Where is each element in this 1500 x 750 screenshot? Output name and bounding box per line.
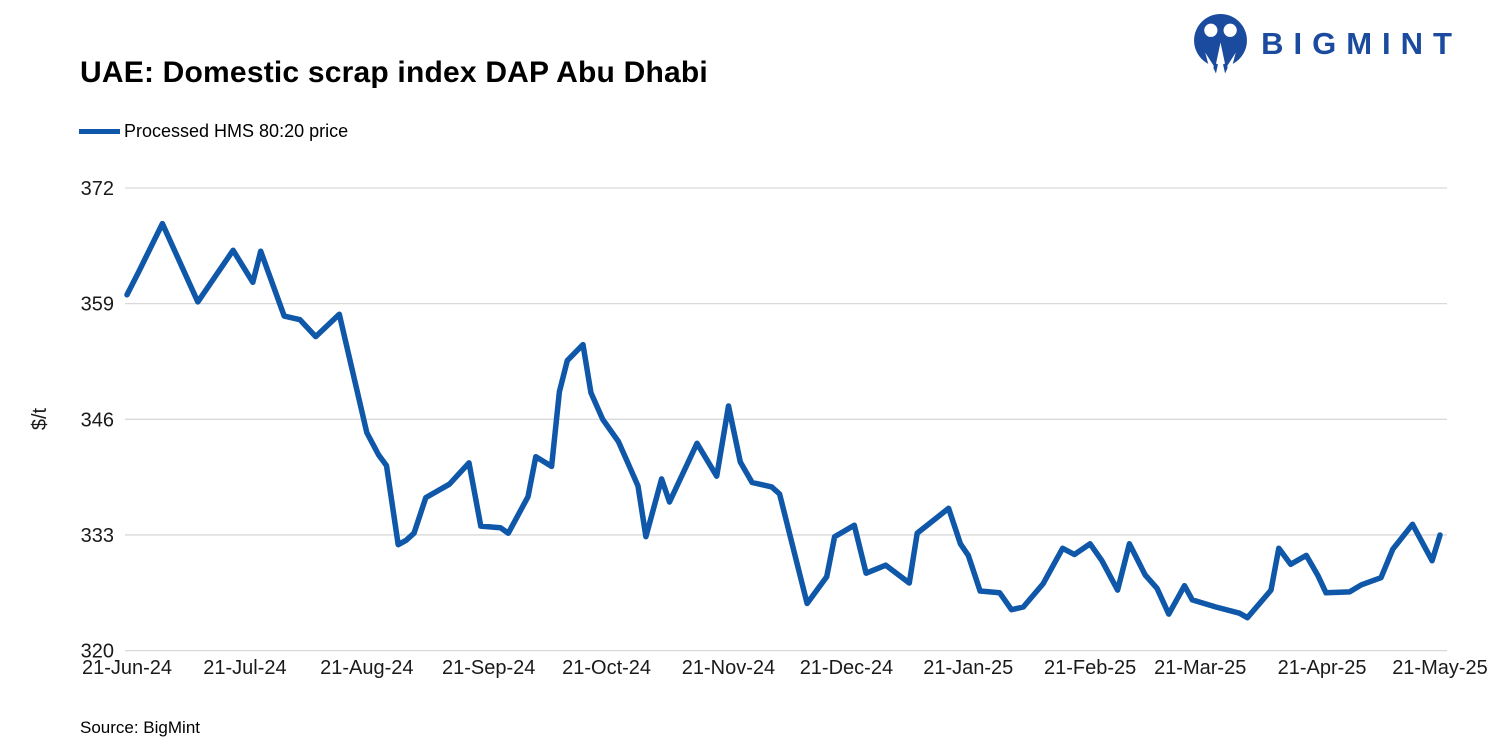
x-axis-tick-label: 21-Aug-24 xyxy=(320,657,413,679)
x-axis-tick-label: 21-Sep-24 xyxy=(442,657,535,679)
bigmint-people-icon xyxy=(1194,14,1248,74)
x-axis-tick-label: 21-Jul-24 xyxy=(203,657,286,679)
y-axis-tick-label: 372 xyxy=(81,178,114,200)
x-axis-tick-label: 21-Feb-25 xyxy=(1044,657,1136,679)
x-axis-tick-label: 21-Jan-25 xyxy=(923,657,1013,679)
x-axis-tick-label: 21-Jun-24 xyxy=(82,657,172,679)
x-axis-tick-label: 21-Oct-24 xyxy=(562,657,651,679)
brand-name: BIGMINT xyxy=(1261,26,1462,61)
x-axis-tick-label: 21-Nov-24 xyxy=(682,657,775,679)
source-note: Source: BigMint xyxy=(80,718,200,737)
y-axis-tick-label: 320 xyxy=(81,641,114,663)
x-axis-tick-label: 21-Mar-25 xyxy=(1154,657,1246,679)
x-axis-tick-label: 21-Dec-24 xyxy=(800,657,893,679)
legend: Processed HMS 80:20 price xyxy=(79,121,348,142)
price-line-series xyxy=(124,220,1443,621)
y-axis-tick-label: 359 xyxy=(81,294,114,316)
legend-line-swatch xyxy=(79,129,120,134)
x-axis-tick-label: 21-May-25 xyxy=(1392,657,1488,679)
y-axis-tick-label: 333 xyxy=(81,525,114,547)
brand-logo: BIGMINT xyxy=(1194,14,1462,74)
y-axis-tick-label: 346 xyxy=(81,409,114,431)
x-axis-tick-label: 21-Apr-25 xyxy=(1278,657,1367,679)
legend-label: Processed HMS 80:20 price xyxy=(124,121,349,141)
page-title: UAE: Domestic scrap index DAP Abu Dhabi xyxy=(80,56,708,89)
y-axis-title: $/t xyxy=(29,407,51,430)
